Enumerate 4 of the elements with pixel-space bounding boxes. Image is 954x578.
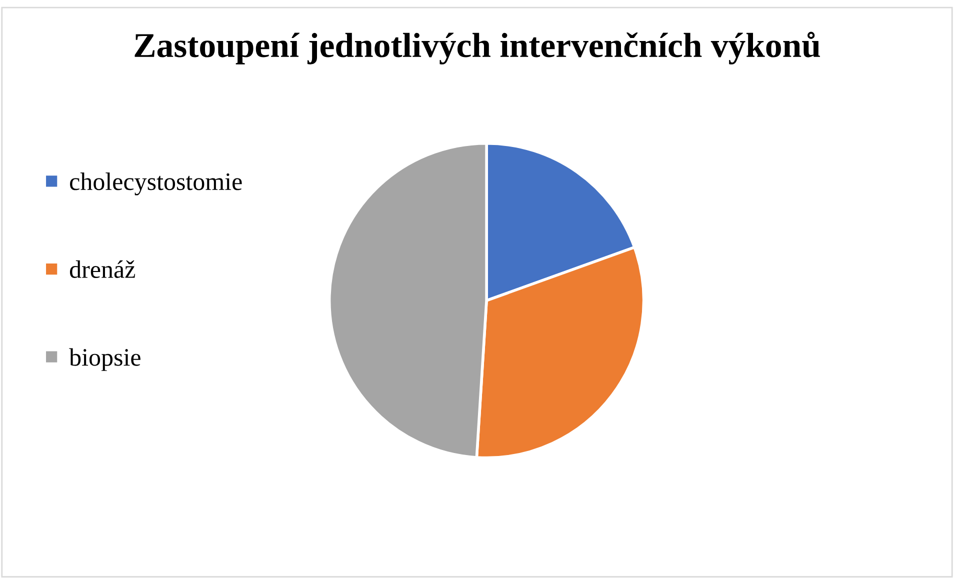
legend-label: biopsie — [69, 348, 140, 371]
legend-label: cholecystostomie — [70, 172, 242, 196]
chart-title: Zastoupení jednotlivých intervenčních výkonů — [134, 32, 820, 64]
legend-label: drenáž — [70, 260, 135, 278]
